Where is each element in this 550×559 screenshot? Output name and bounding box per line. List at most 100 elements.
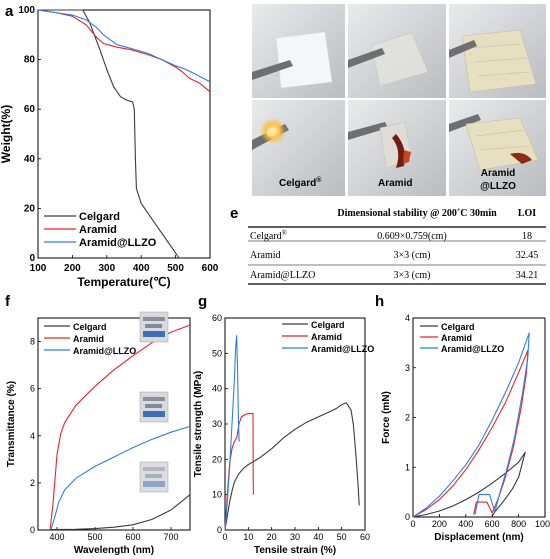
x-axis-label: Tensile strain (%) [254, 545, 336, 556]
y-tick-label: 4 [30, 431, 35, 441]
y-tick-label: 2 [30, 478, 35, 488]
y-tick-label: 20 [24, 203, 36, 214]
legend-entry: Celgard [441, 322, 475, 332]
series-line-aramid-llzo [50, 425, 191, 529]
table-header-dimensional: Dimensional stability @ 200˚C 30min [337, 208, 497, 219]
x-tick-label: 600 [202, 263, 219, 274]
x-tick-label: 300 [98, 263, 115, 274]
table-row-name: Celgard® [250, 229, 288, 242]
x-tick-label: 60 [360, 532, 370, 542]
y-tick-label: 6 [30, 384, 35, 394]
photo-c-bottom [348, 100, 446, 196]
y-tick-label: 0 [30, 525, 35, 535]
table-row-dim: 3×3 (cm) [393, 270, 430, 281]
x-tick-label: 20 [267, 532, 277, 542]
caption-celgard: Celgard® [279, 176, 322, 189]
y-axis-label: Force (mN) [381, 391, 392, 444]
series-line-celgard [38, 9, 180, 259]
y-axis-label: Weight(%) [0, 105, 13, 163]
panel-label-a: a [5, 3, 14, 20]
x-axis-label: Displacement (nm) [434, 532, 523, 543]
y-tick-label: 2 [405, 413, 410, 423]
y-tick-label: 60 [24, 104, 36, 115]
chart-transmittance: 400 500 600 700 0 2 4 6 8 Wavelength (nm) Transmit… [6, 317, 191, 556]
legend-entry: Aramid [441, 333, 472, 343]
table-row-dim: 3×3 (cm) [393, 250, 430, 261]
series-line-celgard [224, 402, 360, 531]
x-tick-label: 800 [511, 519, 526, 529]
inset-photo-llzo [139, 391, 169, 423]
x-tick-label: 0 [410, 519, 415, 529]
legend-entry: Aramid@LLZO [311, 344, 374, 354]
table-header-loi: LOI [518, 208, 536, 219]
table-row-dim: 0.609×0.759(cm) [377, 231, 447, 242]
y-tick-label: 80 [24, 55, 36, 66]
x-tick-label: 30 [290, 532, 300, 542]
y-tick-label: 30 [212, 419, 222, 429]
x-tick-label: 600 [125, 532, 140, 542]
x-tick-label: 40 [313, 532, 323, 542]
x-tick-label: 400 [133, 263, 150, 274]
legend-entry: Aramid [311, 332, 342, 342]
y-tick-label: 60 [212, 313, 222, 323]
y-tick-label: 0 [217, 525, 222, 535]
y-tick-label: 10 [212, 490, 222, 500]
x-tick-label: 10 [243, 532, 253, 542]
y-tick-label: 8 [30, 337, 35, 347]
panel-label-h: h [375, 293, 384, 310]
photo-b-top [252, 4, 345, 98]
y-tick-label: 40 [212, 384, 222, 394]
panel-label-f: f [5, 293, 11, 310]
y-tick-label: 20 [212, 454, 222, 464]
x-axis-label: Temperature(℃) [77, 275, 170, 289]
series-line-aramid [37, 9, 211, 93]
table-row-name: Aramid@LLZO [250, 270, 315, 281]
x-axis-label: Wavelength (nm) [74, 545, 154, 556]
photo-d-top [449, 4, 546, 98]
plot-frame [37, 317, 191, 531]
panel-label-e: e [230, 205, 238, 222]
table-e: Dimensional stability @ 200˚C 30min LOI … [248, 208, 546, 285]
photo-b-bottom [252, 100, 345, 196]
x-tick-label: 0 [222, 532, 227, 542]
photo-d-bottom [449, 100, 546, 196]
chart-tensile: 0 10 20 30 40 50 60 0 10 20 30 40 50 60 Tensile strain… [193, 313, 374, 556]
x-tick-label: 200 [64, 263, 81, 274]
table-row-name: Aramid [250, 250, 281, 261]
series-line-celgard [49, 494, 191, 531]
legend-entry: Aramid [73, 334, 104, 344]
series-line-aramid-llzo [412, 332, 530, 518]
y-tick-label: 1 [405, 462, 410, 472]
y-tick-label: 0 [29, 253, 35, 264]
x-tick-label: 50 [337, 532, 347, 542]
plot-frame [37, 9, 211, 259]
legend-entry: Celgard [73, 322, 107, 332]
y-tick-label: 0 [405, 512, 410, 522]
inset-photo-celgard [139, 461, 169, 493]
photo-c-top [348, 4, 446, 98]
chart-tga: 100 200 300 400 500 600 0 20 40 60 80 100 Temperatur… [0, 5, 219, 289]
x-tick-label: 500 [167, 263, 184, 274]
caption-aramid: Aramid [378, 178, 412, 189]
panel-label-g: g [198, 293, 207, 310]
x-tick-label: 400 [458, 519, 473, 529]
y-tick-label: 3 [405, 363, 410, 373]
table-row-loi: 18 [522, 231, 532, 242]
legend-entry: Aramid@LLZO [79, 237, 157, 249]
x-tick-label: 500 [87, 532, 102, 542]
legend-entry: Aramid [79, 224, 117, 236]
x-tick-label: 600 [485, 519, 500, 529]
legend-entry: Celgard [311, 320, 345, 330]
y-tick-label: 50 [212, 348, 222, 358]
x-tick-label: 200 [432, 519, 447, 529]
caption-aramid-llzo-1: Aramid [481, 168, 515, 179]
y-tick-label: 4 [405, 313, 410, 323]
x-tick-label: 100 [30, 263, 47, 274]
y-tick-label: 40 [24, 154, 36, 165]
x-tick-label: 400 [49, 532, 64, 542]
series-line-aramid-llzo [37, 9, 211, 83]
table-row-loi: 34.21 [516, 270, 539, 281]
